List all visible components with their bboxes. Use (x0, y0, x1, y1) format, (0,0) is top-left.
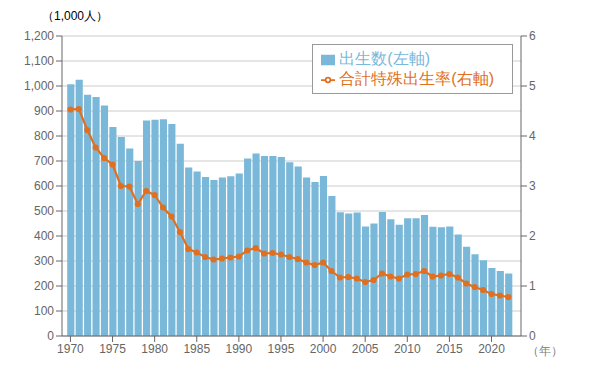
svg-text:2000: 2000 (310, 342, 337, 356)
svg-text:5: 5 (529, 79, 536, 93)
svg-text:1970: 1970 (57, 342, 84, 356)
svg-text:100: 100 (34, 304, 54, 318)
svg-text:（年）: （年） (527, 344, 563, 358)
svg-text:500: 500 (34, 204, 54, 218)
svg-text:200: 200 (34, 279, 54, 293)
svg-text:2: 2 (529, 229, 536, 243)
svg-text:300: 300 (34, 254, 54, 268)
html-text:出生数(左軸): 出生数(左軸) (339, 50, 430, 67)
svg-text:2015: 2015 (436, 342, 463, 356)
svg-text:1995: 1995 (268, 342, 295, 356)
svg-text:1,100: 1,100 (24, 54, 54, 68)
svg-text:0: 0 (47, 329, 54, 343)
svg-text:6: 6 (529, 29, 536, 43)
svg-text:400: 400 (34, 229, 54, 243)
svg-text:600: 600 (34, 179, 54, 193)
svg-text:2020: 2020 (478, 342, 505, 356)
html-text:（1,000人）: （1,000人） (42, 9, 108, 23)
svg-text:1985: 1985 (183, 342, 210, 356)
svg-text:2005: 2005 (352, 342, 379, 356)
svg-text:2010: 2010 (394, 342, 421, 356)
html-text:合計特殊出生率(右軸): 合計特殊出生率(右軸) (339, 70, 494, 87)
svg-text:1,000: 1,000 (24, 79, 54, 93)
svg-text:0: 0 (529, 329, 536, 343)
svg-text:900: 900 (34, 104, 54, 118)
svg-text:4: 4 (529, 129, 536, 143)
svg-text:1990: 1990 (226, 342, 253, 356)
svg-text:1: 1 (529, 279, 536, 293)
svg-text:1975: 1975 (99, 342, 126, 356)
svg-text:1,200: 1,200 (24, 29, 54, 43)
svg-text:700: 700 (34, 154, 54, 168)
svg-text:3: 3 (529, 179, 536, 193)
svg-text:800: 800 (34, 129, 54, 143)
svg-text:1980: 1980 (141, 342, 168, 356)
